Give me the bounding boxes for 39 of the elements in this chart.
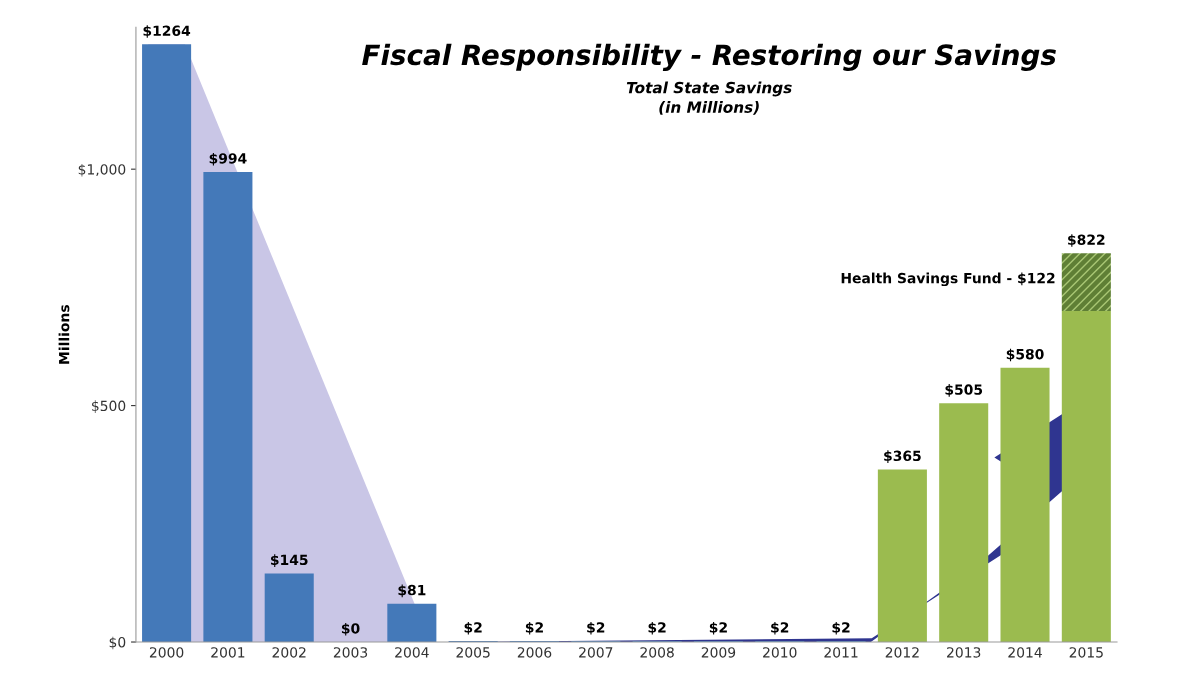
x-tick-label: 2013 [947,647,981,658]
total-label: $81 [398,584,426,598]
x-tick-label: 2003 [333,647,368,658]
x-tick-label: 2004 [395,647,429,658]
x-tick-label: 2012 [885,647,919,658]
total-label: $2 [587,621,605,635]
x-tick-label: 2009 [701,647,736,658]
x-tick-label: 2014 [1008,647,1042,658]
total-label: $0 [341,622,360,636]
total-label: $2 [525,621,543,635]
x-tick-label: 2011 [824,647,858,658]
y-tick-label: $1,000 [78,163,126,177]
total-label: $822 [1068,234,1105,247]
total-label: $365 [884,450,921,463]
y-axis-title: Millions [58,305,70,364]
x-tick-label: 2007 [579,647,613,658]
total-label: $580 [1006,348,1044,362]
x-tick-label: 2002 [272,647,306,658]
x-tick-label: 2001 [211,647,245,658]
x-tick-label: 2008 [640,647,674,658]
x-tick-label: 2005 [456,647,490,658]
text: Total State Savings (in Millions) [626,81,792,115]
text: Fiscal Responsibility - Restoring our Savings [362,43,1056,71]
total-label: $1264 [143,25,191,38]
annotation: Health Savings Fund - $122 [841,272,1055,287]
total-label: $2 [771,621,789,635]
y-tick-label: $0 [109,636,126,650]
total-label: $2 [464,621,482,635]
total-label: $145 [270,554,308,567]
total-label: $2 [648,621,666,635]
total-label: $505 [945,384,983,397]
x-tick-label: 2015 [1069,647,1103,658]
x-tick-label: 2010 [763,647,797,658]
total-label: $994 [209,152,247,166]
x-tick-label: 2006 [517,647,552,658]
total-label: $2 [709,621,727,635]
total-label: $2 [832,621,850,635]
y-tick-label: $500 [92,400,126,413]
x-tick-label: 2000 [149,647,184,658]
